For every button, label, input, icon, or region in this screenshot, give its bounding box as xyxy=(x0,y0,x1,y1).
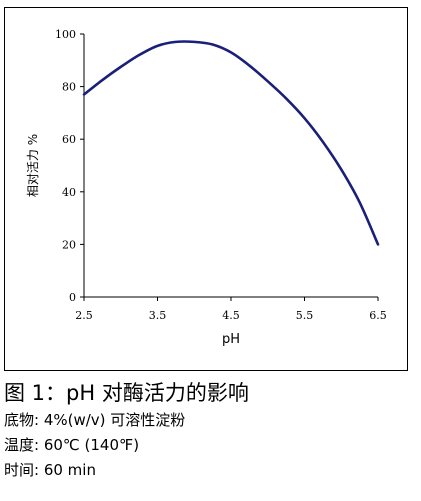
activity-curve xyxy=(82,40,380,246)
ph-activity-chart: 0 20 40 60 80 100 2.5 3.5 4.5 5.5 6.5 pH 相对活力 % xyxy=(26,28,387,347)
chart-frame: 0 20 40 60 80 100 2.5 3.5 4.5 5.5 6.5 pH 相对活力 % xyxy=(4,7,408,371)
x-tick-label: 2.5 xyxy=(75,309,93,322)
y-tick-label: 0 xyxy=(69,291,76,304)
x-tick-label: 3.5 xyxy=(149,309,167,322)
y-axis-title: 相对活力 % xyxy=(26,134,40,197)
x-tick-label: 5.5 xyxy=(296,309,314,322)
x-axis-title: pH xyxy=(222,332,240,347)
y-tick-label: 40 xyxy=(62,186,76,199)
x-tick-label: 6.5 xyxy=(369,309,387,322)
y-tick-label: 60 xyxy=(62,133,76,146)
temperature-line: 温度: 60℃ (140℉) xyxy=(4,436,140,454)
x-tick-label: 4.5 xyxy=(222,309,240,322)
y-tick-label: 100 xyxy=(55,28,76,41)
time-line: 时间: 60 min xyxy=(4,461,96,479)
substrate-line: 底物: 4%(w/v) 可溶性淀粉 xyxy=(4,411,186,429)
figure-caption: 图 1：pH 对酶活力的影响 底物: 4%(w/v) 可溶性淀粉 温度: 60℃… xyxy=(4,378,414,483)
y-tick-label: 20 xyxy=(62,238,76,251)
y-tick-label: 80 xyxy=(62,81,76,94)
figure-title: 图 1：pH 对酶活力的影响 xyxy=(4,381,249,405)
